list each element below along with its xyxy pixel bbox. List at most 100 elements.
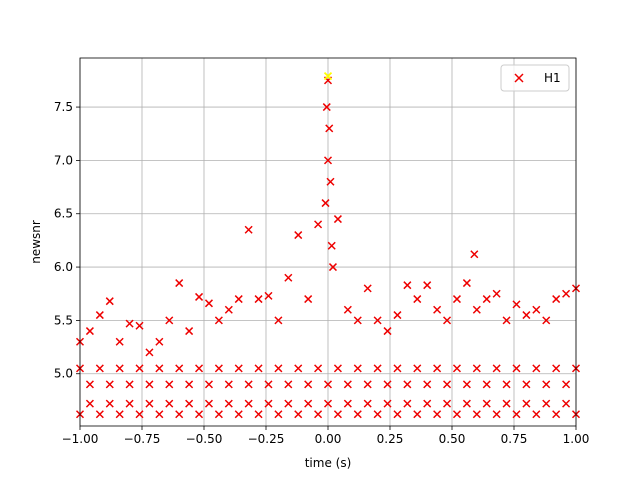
point bbox=[214, 364, 223, 373]
point bbox=[165, 380, 174, 389]
y-axis-label: newsnr bbox=[29, 220, 43, 264]
point bbox=[462, 399, 471, 408]
point bbox=[403, 281, 412, 290]
x-tick-label: 0.50 bbox=[439, 432, 466, 446]
point bbox=[492, 410, 501, 419]
point bbox=[165, 399, 174, 408]
point bbox=[472, 410, 481, 419]
point bbox=[532, 305, 541, 314]
point bbox=[413, 295, 422, 304]
point bbox=[274, 364, 283, 373]
x-tick-label: −0.75 bbox=[124, 432, 161, 446]
point bbox=[175, 410, 184, 419]
point bbox=[433, 364, 442, 373]
point bbox=[195, 292, 204, 301]
point bbox=[452, 295, 461, 304]
point bbox=[115, 364, 124, 373]
point bbox=[542, 316, 551, 325]
point bbox=[145, 380, 154, 389]
x-tick-label: 0.25 bbox=[377, 432, 404, 446]
point bbox=[125, 319, 134, 328]
point bbox=[482, 295, 491, 304]
point bbox=[155, 364, 164, 373]
point bbox=[363, 380, 372, 389]
point bbox=[115, 410, 124, 419]
legend-label: H1 bbox=[544, 71, 561, 85]
point bbox=[562, 380, 571, 389]
point bbox=[95, 311, 104, 320]
point bbox=[254, 295, 263, 304]
point bbox=[165, 316, 174, 325]
point bbox=[135, 364, 144, 373]
point bbox=[423, 380, 432, 389]
point bbox=[522, 380, 531, 389]
point bbox=[204, 380, 213, 389]
point bbox=[393, 364, 402, 373]
point bbox=[135, 321, 144, 330]
point bbox=[562, 289, 571, 298]
point bbox=[274, 410, 283, 419]
point bbox=[393, 410, 402, 419]
point bbox=[155, 337, 164, 346]
point bbox=[323, 156, 333, 165]
point bbox=[185, 327, 194, 336]
point bbox=[512, 410, 521, 419]
y-tick-label: 6.0 bbox=[54, 260, 73, 274]
point bbox=[234, 410, 243, 419]
point bbox=[403, 380, 412, 389]
point bbox=[452, 410, 461, 419]
y-tick-label: 5.5 bbox=[54, 313, 73, 327]
point bbox=[214, 316, 223, 325]
x-tick-label: 0.00 bbox=[315, 432, 342, 446]
point bbox=[433, 410, 442, 419]
point bbox=[105, 380, 114, 389]
point bbox=[85, 380, 94, 389]
point bbox=[95, 364, 104, 373]
y-tick-label: 7.5 bbox=[54, 100, 73, 114]
point bbox=[323, 380, 333, 389]
point bbox=[105, 297, 114, 306]
point bbox=[195, 410, 204, 419]
point bbox=[462, 380, 471, 389]
point bbox=[502, 380, 511, 389]
point bbox=[552, 364, 561, 373]
point bbox=[383, 399, 392, 408]
point bbox=[472, 305, 481, 314]
point bbox=[294, 231, 303, 240]
point bbox=[443, 380, 452, 389]
point bbox=[383, 327, 392, 336]
point bbox=[244, 399, 253, 408]
point bbox=[274, 316, 283, 325]
point bbox=[204, 299, 213, 308]
point bbox=[145, 348, 154, 357]
point bbox=[314, 410, 323, 419]
point bbox=[264, 380, 273, 389]
legend: H1 bbox=[500, 64, 570, 92]
point bbox=[343, 399, 352, 408]
point bbox=[325, 124, 334, 133]
point bbox=[294, 364, 303, 373]
point bbox=[155, 410, 164, 419]
point bbox=[423, 399, 432, 408]
point bbox=[482, 380, 491, 389]
point bbox=[284, 273, 293, 282]
point bbox=[423, 281, 432, 290]
point bbox=[264, 399, 273, 408]
point bbox=[353, 410, 362, 419]
point bbox=[175, 279, 184, 288]
point bbox=[373, 364, 382, 373]
point bbox=[326, 177, 335, 186]
point bbox=[284, 399, 293, 408]
point bbox=[353, 316, 362, 325]
point bbox=[328, 263, 337, 272]
point bbox=[462, 279, 471, 288]
legend-marker bbox=[514, 73, 524, 83]
point bbox=[562, 399, 571, 408]
point bbox=[333, 410, 342, 419]
x-tick-label: −0.50 bbox=[186, 432, 223, 446]
point bbox=[322, 103, 331, 112]
point bbox=[492, 364, 501, 373]
point bbox=[323, 399, 333, 408]
highlight-point bbox=[323, 71, 333, 81]
point bbox=[552, 295, 561, 304]
